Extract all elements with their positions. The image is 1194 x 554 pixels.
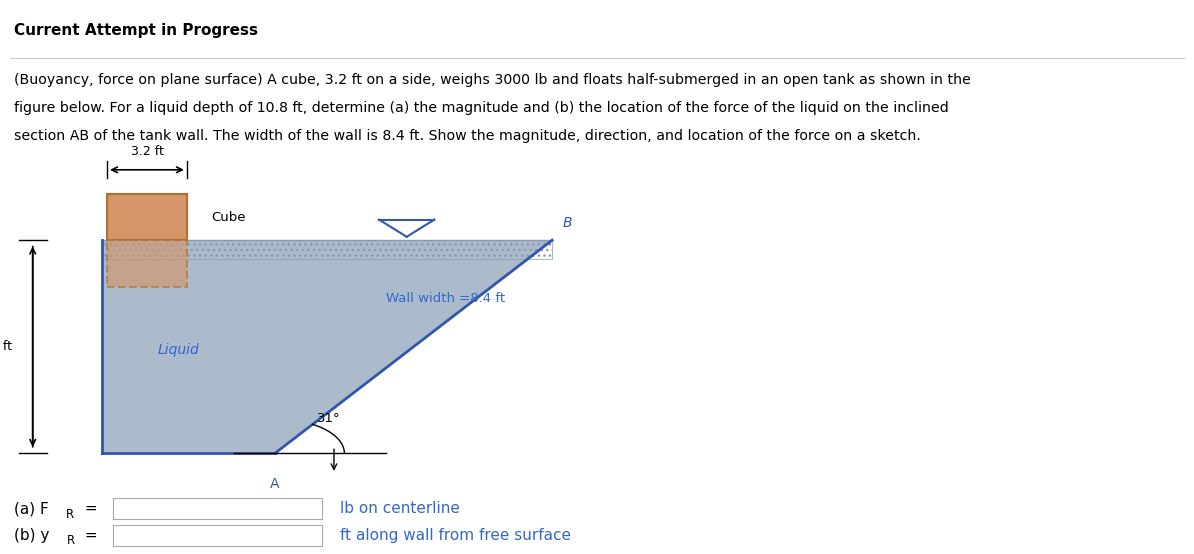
Text: Current Attempt in Progress: Current Attempt in Progress bbox=[14, 23, 258, 38]
Bar bbox=[107, 240, 186, 286]
Text: Cube: Cube bbox=[211, 211, 246, 223]
Text: (a) F: (a) F bbox=[14, 501, 49, 516]
Text: B: B bbox=[562, 216, 572, 230]
Text: Liquid: Liquid bbox=[158, 343, 199, 357]
Text: ft along wall from free surface: ft along wall from free surface bbox=[340, 527, 571, 543]
Text: (Buoyancy, force on plane surface) A cube, 3.2 ft on a side, weighs 3000 lb and : (Buoyancy, force on plane surface) A cub… bbox=[14, 73, 971, 88]
Text: 3.2 ft: 3.2 ft bbox=[130, 145, 164, 158]
Text: lb on centerline: lb on centerline bbox=[340, 501, 460, 516]
Text: R: R bbox=[67, 534, 75, 547]
Text: Wall width =8.4 ft: Wall width =8.4 ft bbox=[386, 292, 505, 305]
Text: (b) y: (b) y bbox=[14, 527, 50, 543]
Text: =: = bbox=[80, 501, 98, 516]
Text: 10.8 ft: 10.8 ft bbox=[0, 340, 12, 353]
Polygon shape bbox=[101, 240, 552, 453]
Text: figure below. For a liquid depth of 10.8 ft, determine (a) the magnitude and (b): figure below. For a liquid depth of 10.8… bbox=[14, 101, 949, 115]
Text: A: A bbox=[270, 477, 279, 491]
Text: R: R bbox=[66, 507, 74, 521]
Text: =: = bbox=[80, 527, 98, 543]
Bar bbox=[107, 194, 186, 240]
Text: 31°: 31° bbox=[316, 412, 340, 425]
Text: section AB of the tank wall. The width of the wall is 8.4 ft. Show the magnitude: section AB of the tank wall. The width o… bbox=[14, 129, 922, 143]
